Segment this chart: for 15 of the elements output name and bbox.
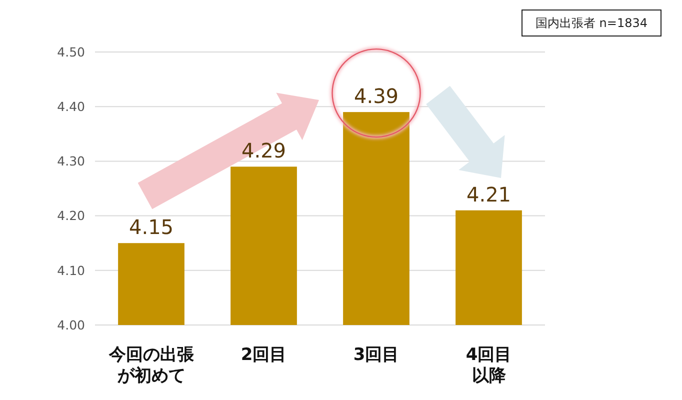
y-tick-label: 4.20 [57,208,86,224]
data-label: 4.15 [128,215,174,240]
x-tick-label: 4回目以降 [466,345,512,386]
y-tick-label: 4.40 [57,98,86,114]
x-tick-label: 3回目 [353,345,400,365]
data-label: 4.39 [354,84,399,108]
y-tick-label: 4.10 [57,262,86,278]
x-tick-label: 今回の出張が初めて [108,345,195,386]
data-label: 4.29 [241,138,286,163]
y-tick-label: 4.30 [57,154,86,169]
text: 国内出張者 n=1834 [535,16,648,30]
y-tick-label: 4.00 [57,317,86,332]
y-tick-label: 4.50 [57,44,86,60]
data-label: 4.21 [466,182,512,206]
x-tick-label: 2回目 [240,345,287,365]
